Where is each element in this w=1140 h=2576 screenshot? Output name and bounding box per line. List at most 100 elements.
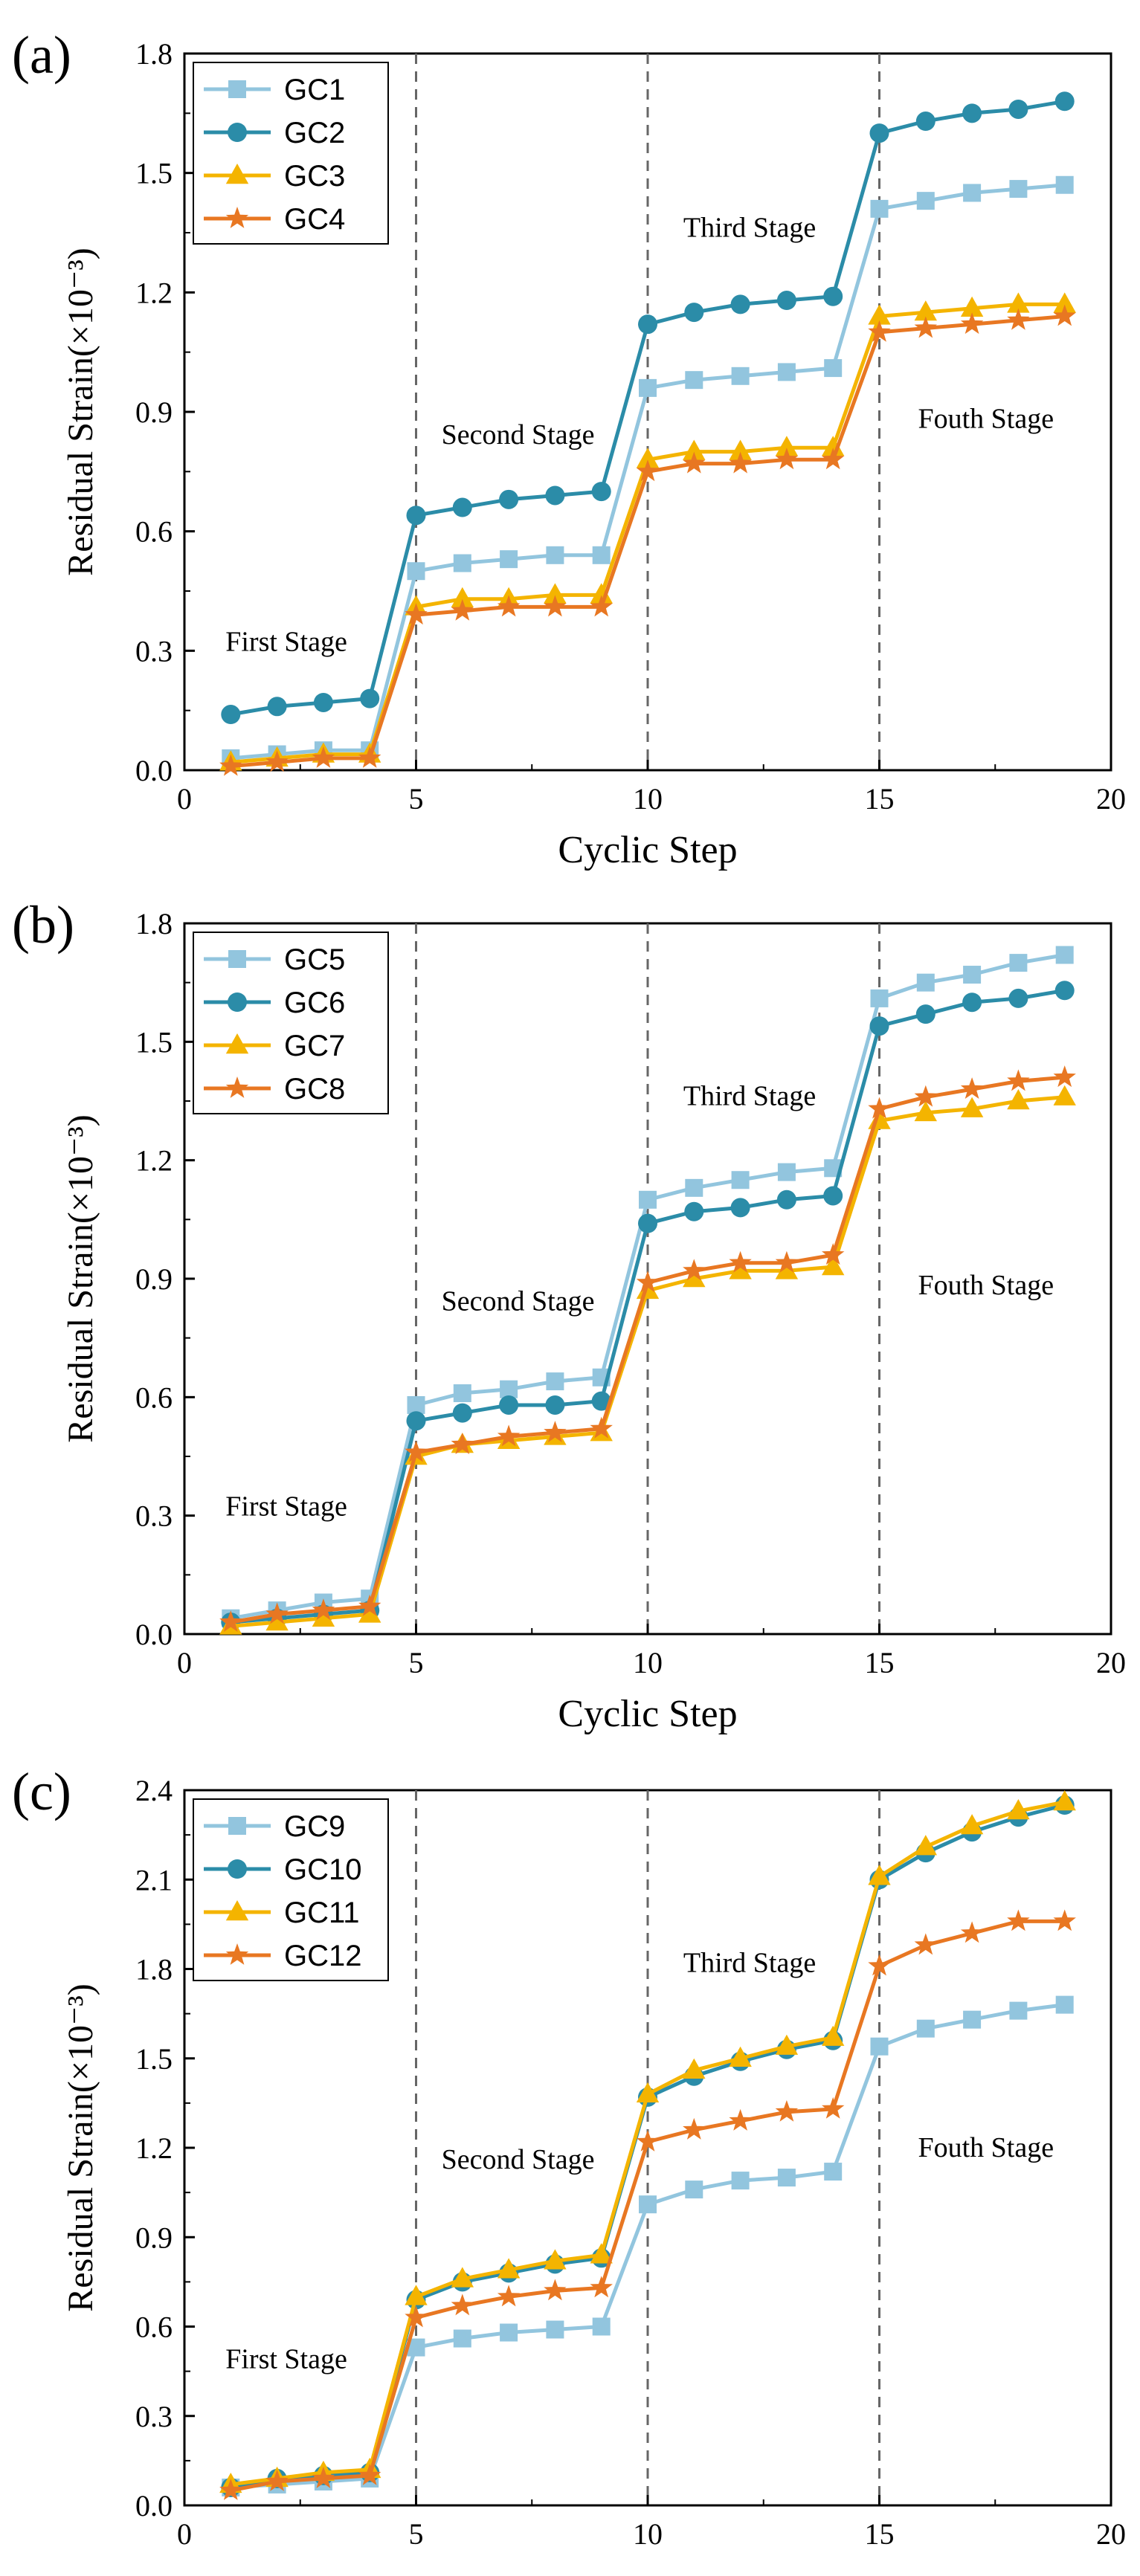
data-point <box>916 973 935 992</box>
x-tick-label: 5 <box>409 2517 424 2551</box>
data-point <box>777 1163 796 1181</box>
data-point <box>592 2317 611 2336</box>
data-point <box>683 451 706 474</box>
data-point <box>453 2329 471 2348</box>
data-point <box>1053 304 1076 326</box>
legend-marker <box>225 207 249 228</box>
data-point <box>638 314 657 335</box>
data-point <box>636 448 660 468</box>
series-gc4 <box>219 304 1076 776</box>
y-axis-title: Residual Strain(×10⁻³) <box>61 248 100 575</box>
data-point <box>775 1259 799 1279</box>
data-point <box>312 746 335 768</box>
data-point <box>775 2099 799 2122</box>
data-point <box>960 1077 984 1099</box>
x-tick-label: 5 <box>409 1646 424 1679</box>
data-point <box>405 603 428 625</box>
y-tick-label: 1.8 <box>135 37 173 71</box>
data-point <box>1053 1790 1076 1811</box>
series-gc9 <box>222 1995 1074 2496</box>
x-tick-label: 20 <box>1096 1646 1126 1679</box>
data-point <box>730 1198 750 1218</box>
data-point <box>1055 175 1074 194</box>
legend-marker <box>225 1076 249 1098</box>
data-point <box>916 192 935 210</box>
data-point <box>962 992 982 1013</box>
panel-label: (c) <box>12 1762 71 1821</box>
legend-marker <box>228 950 246 968</box>
y-tick-label: 0.0 <box>135 2489 173 2522</box>
data-point <box>545 485 565 506</box>
data-point <box>591 482 611 502</box>
data-point <box>639 378 657 397</box>
data-point <box>683 1259 706 1281</box>
data-point <box>358 1602 381 1623</box>
data-point <box>265 1610 289 1631</box>
data-point <box>1007 1089 1030 1110</box>
data-point <box>915 112 935 132</box>
data-point <box>1009 954 1028 972</box>
y-tick-label: 0.6 <box>135 2311 173 2344</box>
legend-label-gc1: GC1 <box>284 74 345 106</box>
data-point <box>775 2034 799 2055</box>
data-point <box>869 1016 889 1036</box>
data-point <box>914 1835 937 1856</box>
data-point <box>544 2249 567 2270</box>
y-tick-label: 1.5 <box>135 1025 173 1059</box>
stage-annotation: Second Stage <box>442 2144 595 2175</box>
data-point <box>452 1403 472 1423</box>
data-point <box>590 2276 613 2298</box>
y-tick-label: 0.9 <box>135 2221 173 2254</box>
data-point <box>775 448 799 470</box>
data-point <box>822 2096 845 2119</box>
data-point <box>590 1416 613 1439</box>
data-point <box>869 123 889 143</box>
data-point <box>405 2305 428 2328</box>
y-tick-label: 1.5 <box>135 157 173 190</box>
legend-box <box>193 932 389 1114</box>
data-point <box>639 2195 657 2214</box>
legend-label-gc11: GC11 <box>284 1897 360 1929</box>
legend-marker <box>225 1900 249 1921</box>
data-point <box>1055 946 1074 964</box>
legend-marker <box>228 992 247 1012</box>
legend: GC9 GC10 GC11 GC12 <box>193 1798 389 1981</box>
x-tick-label: 10 <box>633 782 663 816</box>
data-point <box>544 1421 567 1443</box>
data-point <box>1053 1909 1076 1931</box>
data-point <box>451 1433 474 1454</box>
data-point <box>636 2130 660 2151</box>
data-point <box>406 506 426 526</box>
data-point <box>1053 1085 1076 1105</box>
data-point <box>636 459 660 482</box>
data-point <box>731 1171 750 1189</box>
x-tick-label: 0 <box>177 1646 192 1679</box>
legend-marker <box>228 123 247 142</box>
data-point <box>1007 1799 1030 1820</box>
data-point <box>914 316 937 338</box>
x-tick-label: 0 <box>177 782 192 816</box>
data-point <box>1008 99 1028 119</box>
x-tick-label: 15 <box>865 2517 895 2551</box>
series-gc12 <box>219 1909 1076 2500</box>
panel-label: (a) <box>12 25 71 85</box>
x-tick-label: 15 <box>865 1646 895 1679</box>
data-point <box>406 1411 426 1431</box>
data-point <box>358 2463 381 2485</box>
data-point <box>824 2163 843 2181</box>
data-point <box>1054 91 1075 112</box>
data-point <box>822 1243 845 1265</box>
data-point <box>914 1933 937 1955</box>
stage-annotation: Fouth Stage <box>918 2132 1054 2163</box>
y-tick-label: 1.8 <box>135 907 173 940</box>
legend-label-gc3: GC3 <box>284 160 345 193</box>
data-point <box>497 2258 521 2279</box>
y-tick-label: 0.3 <box>135 2400 173 2433</box>
data-point <box>639 1190 657 1209</box>
y-tick-label: 1.2 <box>135 2131 173 2165</box>
stage-annotation: First Stage <box>225 626 347 657</box>
series-line <box>231 302 1065 764</box>
legend: GC5 GC6 GC7 GC8 <box>193 932 389 1114</box>
data-point <box>730 294 750 314</box>
data-point <box>683 1267 706 1288</box>
